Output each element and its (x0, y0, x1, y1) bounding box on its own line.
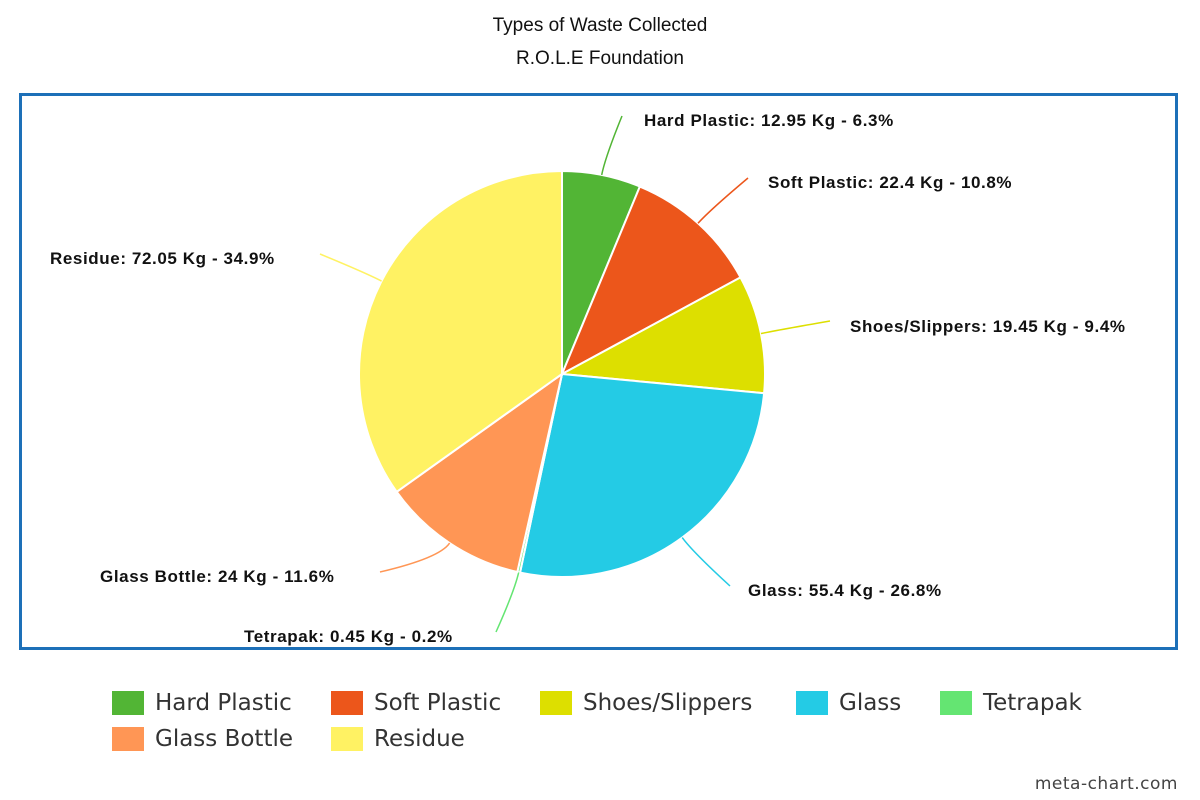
legend-item-hard-plastic[interactable]: Hard Plastic (112, 690, 292, 716)
legend-item-tetrapak[interactable]: Tetrapak (940, 690, 1082, 716)
connector-line-glass-bottle (379, 542, 451, 573)
legend-label: Residue (374, 726, 465, 752)
legend-item-shoes-slippers[interactable]: Shoes/Slippers (540, 690, 752, 716)
legend-swatch (331, 727, 363, 751)
legend-swatch (112, 727, 144, 751)
pie-slice-glass[interactable] (518, 372, 766, 578)
legend-item-soft-plastic[interactable]: Soft Plastic (331, 690, 501, 716)
chart-title: Types of Waste Collected (492, 15, 708, 36)
slice-label-hard-plastic: Hard Plastic: 12.95 Kg - 6.3% (644, 111, 894, 130)
slice-label-shoes-slippers: Shoes/Slippers: 19.45 Kg - 9.4% (850, 317, 1126, 336)
connector-line-soft-plastic (697, 177, 749, 224)
legend-swatch (540, 691, 572, 715)
connector-line-residue (319, 253, 382, 282)
legend-item-residue[interactable]: Residue (331, 726, 465, 752)
legend-label: Glass (839, 690, 902, 716)
legend-item-glass-bottle[interactable]: Glass Bottle (112, 726, 293, 752)
connector-line-tetrapak (495, 572, 520, 633)
connector-line-shoes-slippers (760, 320, 831, 335)
slice-label-tetrapak: Tetrapak: 0.45 Kg - 0.2% (244, 627, 453, 646)
connector-line-glass (681, 537, 731, 587)
pie-slice-glass-bottle[interactable] (395, 371, 564, 574)
pie-slice-shoes-slippers[interactable] (558, 275, 766, 395)
slice-label-glass: Glass: 55.4 Kg - 26.8% (748, 581, 942, 600)
legend-swatch (112, 691, 144, 715)
legend-swatch (940, 691, 972, 715)
legend-label: Soft Plastic (374, 690, 502, 716)
chart-frame (19, 93, 1178, 650)
chart-subtitle: R.O.L.E Foundation (516, 48, 684, 69)
legend-label: Hard Plastic (155, 690, 292, 716)
connector-line-hard-plastic (600, 115, 623, 176)
legend-label: Glass Bottle (155, 726, 294, 752)
slice-label-residue: Residue: 72.05 Kg - 34.9% (50, 249, 275, 268)
credit-text[interactable]: meta-chart.com (1034, 774, 1178, 794)
legend-item-glass[interactable]: Glass (796, 690, 901, 716)
slice-label-glass-bottle: Glass Bottle: 24 Kg - 11.6% (100, 567, 334, 586)
legend-label: Tetrapak (983, 690, 1082, 716)
legend-label: Shoes/Slippers (583, 690, 753, 716)
legend-swatch (331, 691, 363, 715)
slice-label-soft-plastic: Soft Plastic: 22.4 Kg - 10.8% (768, 173, 1012, 192)
legend-swatch (796, 691, 828, 715)
